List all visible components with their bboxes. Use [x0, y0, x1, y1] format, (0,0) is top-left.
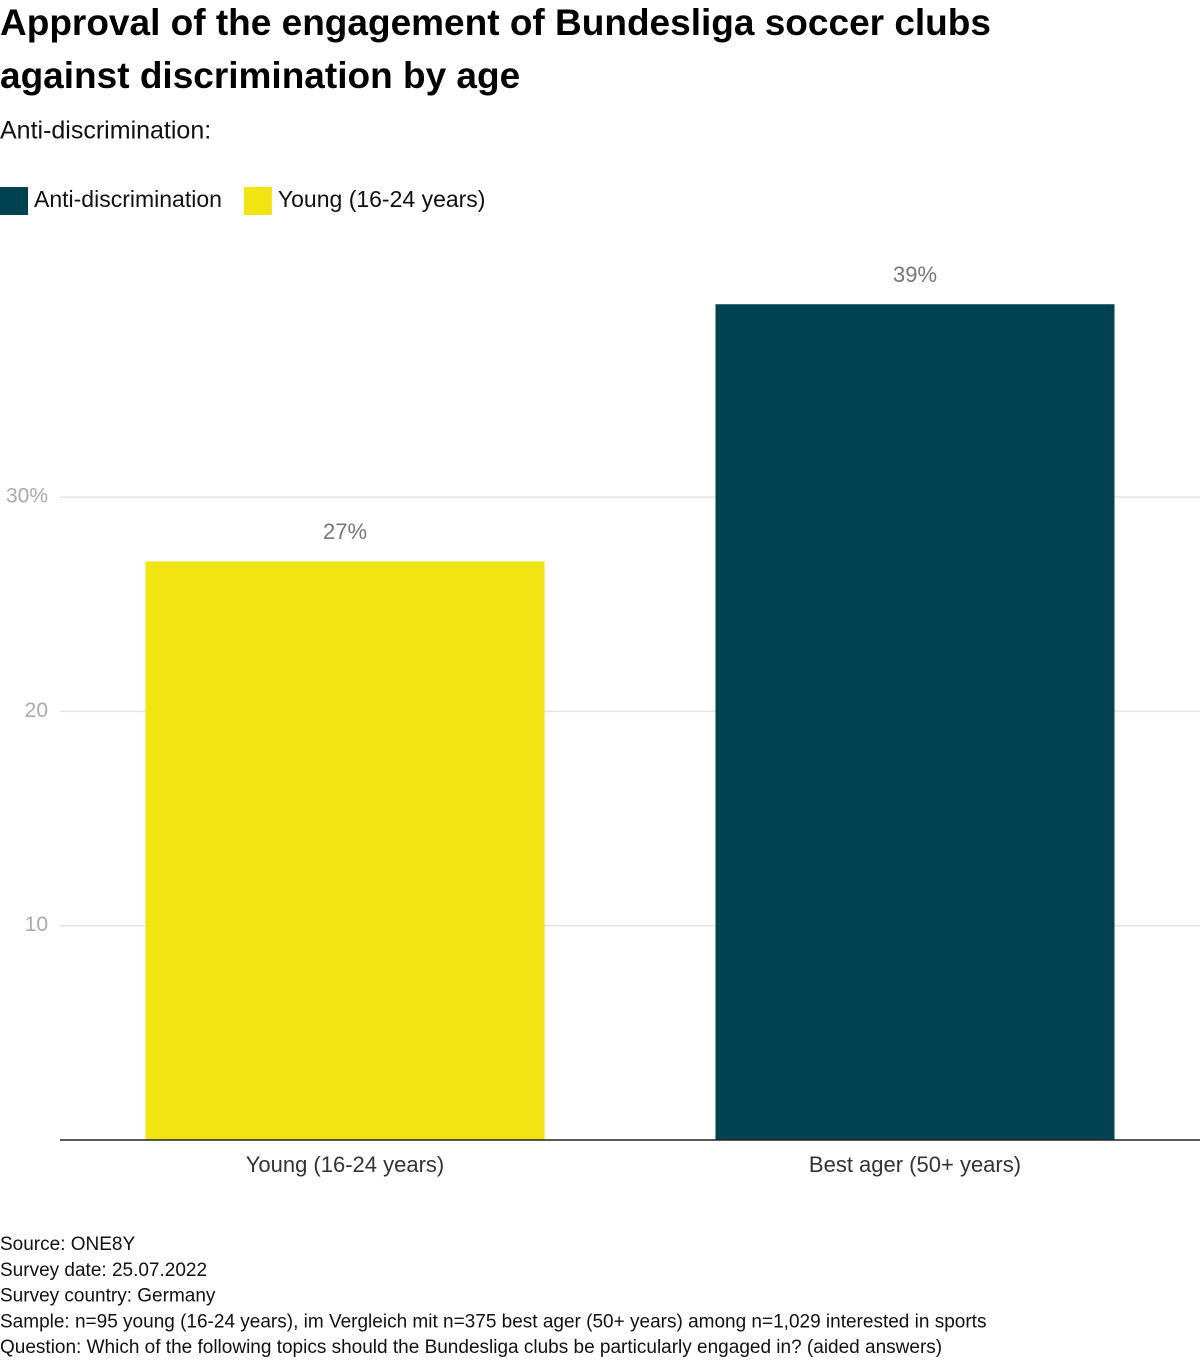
- legend-label: Young (16-24 years): [278, 186, 486, 212]
- y-tick-label: 20: [25, 699, 48, 722]
- chart-title: Approval of the engagement of Bundesliga…: [0, 2, 991, 43]
- bar: [145, 561, 545, 1140]
- y-tick-label: 10: [25, 913, 48, 936]
- chart-title: against discrimination by age: [0, 55, 520, 96]
- legend-swatch: [0, 187, 28, 215]
- bar: [715, 304, 1115, 1141]
- chart-subtitle: Anti-discrimination:: [0, 117, 211, 145]
- y-tick-label: 30%: [6, 485, 48, 508]
- legend-label: Anti-discrimination: [34, 186, 222, 212]
- x-tick-label: Young (16-24 years): [246, 1152, 445, 1177]
- footnote: Sample: n=95 young (16-24 years), im Ver…: [0, 1311, 986, 1332]
- footnote: Survey date: 25.07.2022: [0, 1260, 207, 1281]
- footnote: Question: Which of the following topics …: [0, 1337, 942, 1358]
- x-tick-label: Best ager (50+ years): [809, 1152, 1021, 1177]
- value-label: 27%: [323, 519, 367, 544]
- legend-swatch: [243, 187, 272, 215]
- footnote: Source: ONE8Y: [0, 1234, 135, 1255]
- footnote: Survey country: Germany: [0, 1286, 216, 1307]
- value-label: 39%: [893, 262, 937, 287]
